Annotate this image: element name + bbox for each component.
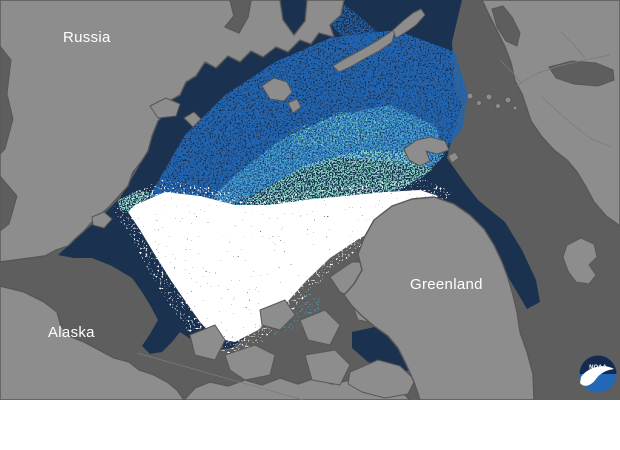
boundary-lines	[136, 31, 612, 400]
sea-inset-west-2	[0, 175, 18, 232]
sea-inset-west-1	[0, 45, 14, 155]
island-novaya-zemlya-north	[392, 8, 426, 39]
island-prince-patrick	[259, 299, 296, 331]
island-melville	[299, 309, 341, 346]
island-new-siberian-east	[183, 111, 202, 128]
island-somerset	[304, 349, 351, 386]
noaa-logo-text: NOAA	[589, 365, 607, 371]
arctic-map: NOAA Russia Alaska Greenland	[0, 0, 620, 400]
meridian-line	[136, 352, 304, 400]
noaa-logo: NOAA	[579, 355, 617, 393]
islands-franz-josef-land	[466, 92, 518, 111]
land-alaska	[0, 285, 185, 400]
sea-inset-bothnia	[491, 5, 521, 47]
island-victoria	[224, 344, 276, 381]
land-russia	[0, 0, 345, 263]
map-label-greenland: Greenland	[410, 276, 483, 293]
island-iceland	[562, 237, 598, 285]
island-banks	[189, 324, 226, 361]
ice-fourth-year-north	[290, 112, 390, 148]
island-new-siberian	[149, 97, 181, 119]
island-novaya-zemlya-south	[332, 27, 397, 73]
map-label-russia: Russia	[63, 29, 111, 46]
island-svalbard-east	[447, 151, 460, 164]
legend-footer: November 19, 2003 Arctic sea ice age (ye…	[0, 400, 620, 450]
island-wrangel	[91, 211, 113, 229]
island-severnaya-zemlya	[261, 77, 293, 102]
island-svalbard	[403, 136, 450, 167]
land-layer	[0, 0, 620, 400]
sea-inset-black-sea	[548, 60, 615, 87]
land-europe	[481, 0, 620, 227]
ice-old-core	[128, 190, 438, 342]
arctic-map-svg: NOAA	[0, 0, 620, 400]
ice-second-year-band	[150, 30, 468, 215]
island-baffin	[347, 359, 416, 399]
land-greenland	[343, 196, 535, 400]
map-label-alaska: Alaska	[48, 324, 95, 341]
island-severnaya-zemlya-south	[287, 98, 302, 114]
